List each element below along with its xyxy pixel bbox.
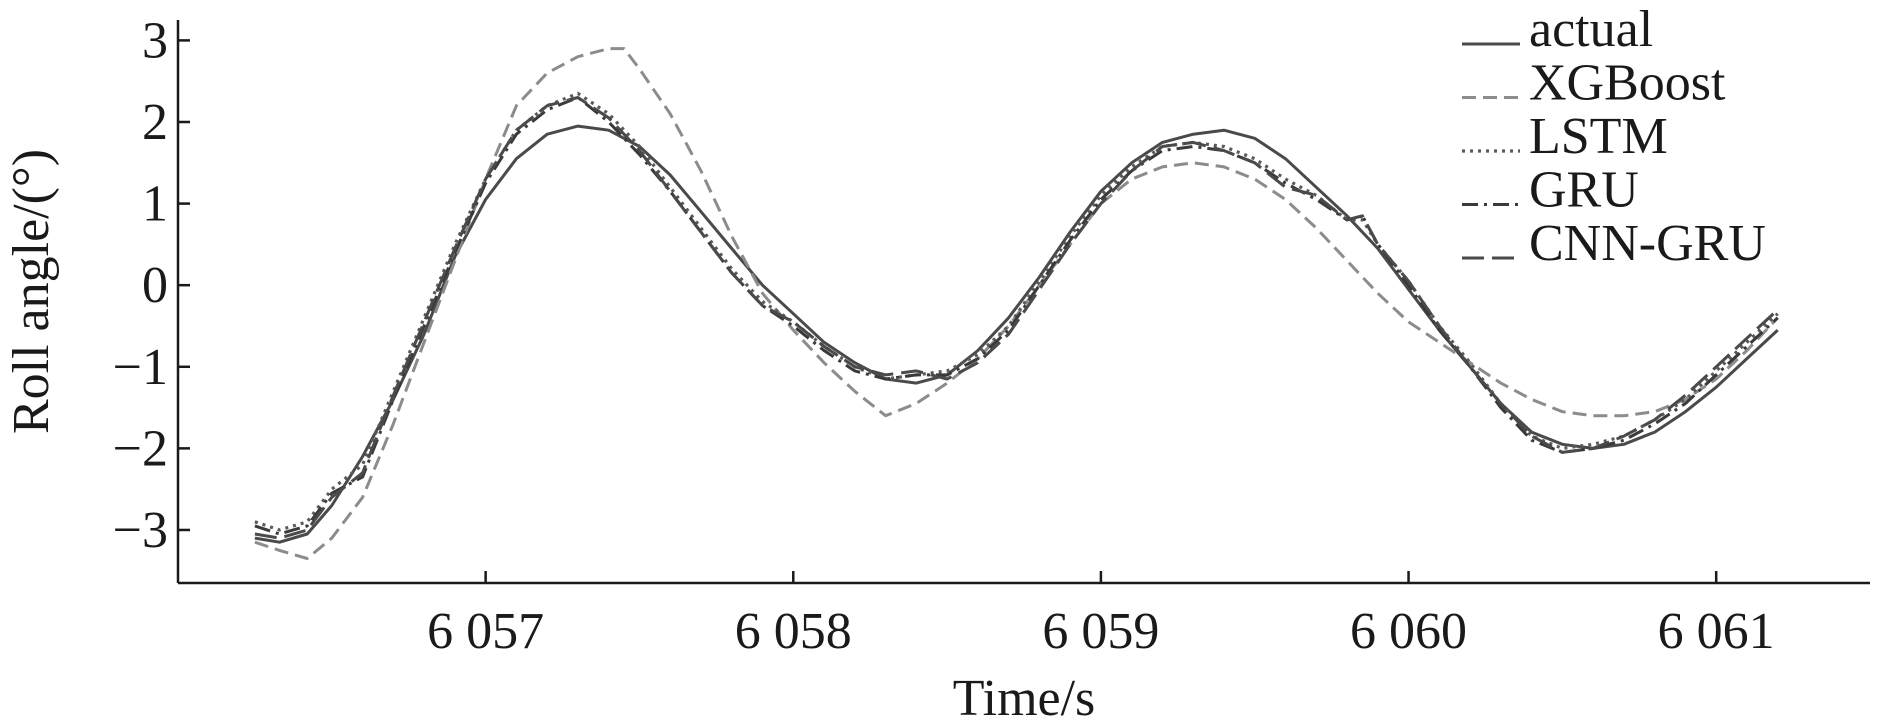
y-tick-label: −1 [113,339,168,396]
y-tick-label: 2 [142,94,168,151]
y-tick-label: 1 [142,176,168,233]
series-line-xgboost [254,47,1779,560]
legend-label: XGBoost [1529,55,1726,112]
x-tick-label: 6 058 [735,603,852,660]
x-tick-label: 6 057 [427,603,544,660]
series-line-actual [254,124,1779,544]
x-axis-ticks: 6 057 6 058 6 059 6 060 6 061 [427,571,1775,660]
x-tick-label: 6 060 [1350,603,1467,660]
y-axis-title: Roll angle/(°) [3,149,60,434]
y-tick-label: 0 [142,257,168,314]
y-axis-ticks: 3 2 1 0 −1 −2 −3 [113,12,190,559]
legend-label: actual [1529,1,1653,58]
legend-label: LSTM [1529,108,1668,165]
legend-label: GRU [1529,162,1639,219]
x-tick-label: 6 059 [1042,603,1159,660]
legend-label: CNN-GRU [1529,215,1766,272]
series-line-gru [254,96,1779,536]
plot-lines [254,47,1779,560]
x-tick-label: 6 061 [1658,603,1775,660]
y-tick-label: −3 [113,502,168,559]
x-axis-title: Time/s [953,670,1096,723]
axes: 6 057 6 058 6 059 6 060 6 061 3 2 1 0 −1 −2 −3 [113,12,1870,660]
y-tick-label: −2 [113,420,168,477]
series-line-cnn-gru [254,96,1779,540]
y-tick-label: 3 [142,12,168,69]
